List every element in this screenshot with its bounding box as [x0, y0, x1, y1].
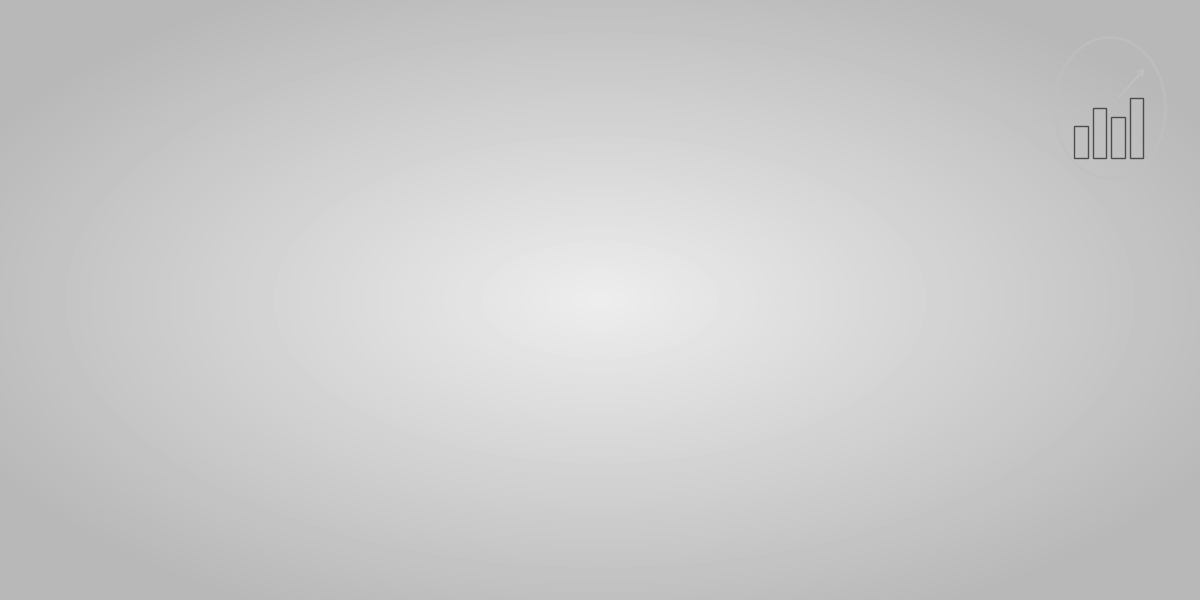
FancyBboxPatch shape — [1074, 126, 1087, 158]
Legend: 2023, 2032: 2023, 2032 — [743, 62, 965, 99]
Bar — [787, 439, 846, 528]
Bar — [215, 192, 274, 528]
Bar — [998, 465, 1057, 528]
Bar — [156, 371, 215, 528]
Text: In-Flight Content Market, By Content Type, 2023 & 2032: In-Flight Content Market, By Content Typ… — [34, 61, 853, 89]
Bar — [577, 428, 636, 528]
FancyBboxPatch shape — [1111, 117, 1124, 158]
FancyBboxPatch shape — [1093, 107, 1106, 158]
Text: 1.5: 1.5 — [145, 348, 175, 366]
Y-axis label: Market Size in USD Billion: Market Size in USD Billion — [76, 202, 94, 434]
FancyBboxPatch shape — [1130, 98, 1142, 158]
Bar — [1057, 407, 1116, 528]
Bar — [636, 334, 695, 528]
Bar — [366, 397, 426, 528]
Bar — [426, 245, 485, 528]
Bar — [846, 355, 906, 528]
